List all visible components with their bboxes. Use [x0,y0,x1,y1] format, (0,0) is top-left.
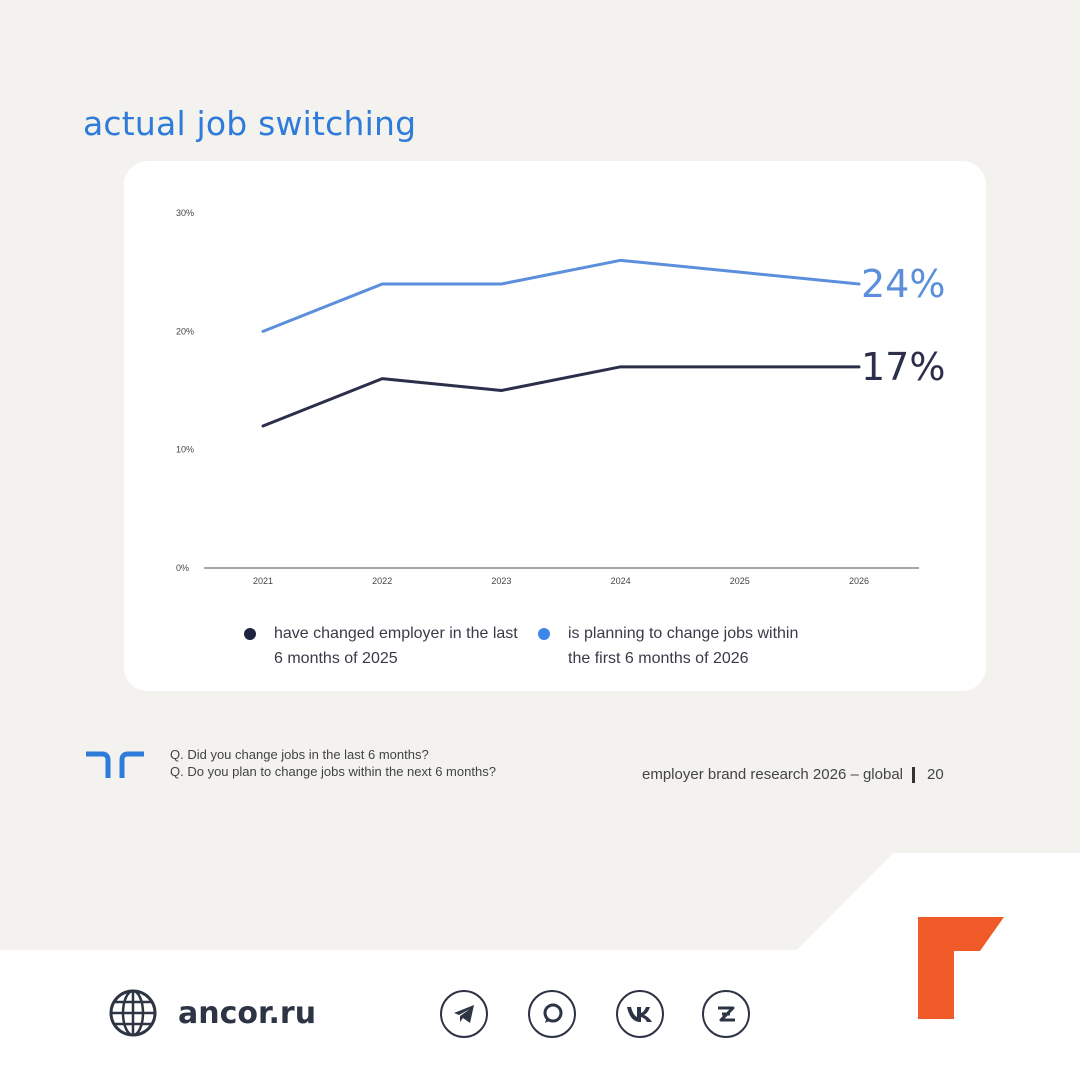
telegram-icon [454,1005,474,1023]
chat-icon [543,1003,563,1023]
series-line-2 [261,258,861,333]
x-tick-label: 2022 [372,576,392,586]
legend-item-planning: is planning to change jobs within the fi… [538,621,818,671]
telegram-button[interactable] [440,990,488,1038]
y-tick-label: 0% [176,563,189,573]
survey-questions: Q. Did you change jobs in the last 6 mon… [170,746,496,780]
ancor-logo-icon [918,917,1004,1019]
chat-button[interactable] [528,990,576,1038]
website-label: ancor.ru [178,995,317,1031]
y-tick-label: 30% [176,208,194,218]
x-tick-label: 2026 [849,576,869,586]
source-footer: employer brand research 2026 – global 20 [642,766,944,783]
website-link[interactable]: ancor.ru [108,988,316,1038]
end-label-series-1: 17% [861,345,945,389]
question-2: Q. Do you plan to change jobs within the… [170,764,496,779]
zen-icon [718,1006,735,1022]
page-number: 20 [927,766,944,783]
globe-icon [109,989,157,1037]
vk-button[interactable] [616,990,664,1038]
footer-divider [912,766,915,783]
randstad-logo-icon [86,751,144,778]
legend-dot-planning [538,628,550,640]
legend-label-planning: is planning to change jobs within the fi… [568,625,799,667]
legend-dot-changed [244,628,256,640]
slide-title: actual job switching [83,104,417,143]
y-tick-label: 20% [176,326,194,336]
x-tick-label: 2023 [491,576,511,586]
y-tick-label: 10% [176,445,194,455]
bottom-bar [0,853,1080,1080]
zen-button[interactable] [702,990,750,1038]
vk-icon [627,1007,652,1022]
legend-item-changed: have changed employer in the last 6 mont… [244,621,524,671]
x-tick-label: 2021 [253,576,273,586]
x-tick-label: 2025 [730,576,750,586]
line-chart: 0% 10% 20% 30% 2021 2022 2023 2024 2025 2026 17% 24… [176,208,945,586]
source-label: employer brand research 2026 – global [642,766,903,783]
x-tick-label: 2024 [611,576,631,586]
end-label-series-2: 24% [861,262,945,306]
legend-label-changed: have changed employer in the last 6 mont… [274,625,518,667]
chart-card: 0% 10% 20% 30% 2021 2022 2023 2024 2025 2026 17% 24… [124,161,986,691]
series-line-1 [261,365,861,428]
question-1: Q. Did you change jobs in the last 6 mon… [170,747,429,762]
